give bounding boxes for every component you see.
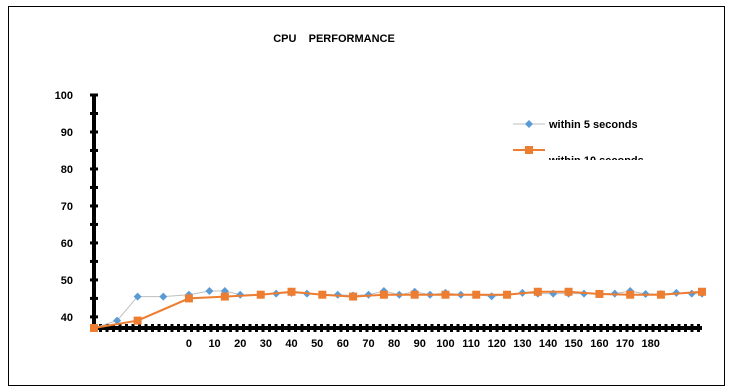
data-point-within-10-seconds <box>287 287 296 296</box>
data-point-within-10-seconds <box>626 290 635 299</box>
data-point-within-10-seconds <box>564 287 573 296</box>
x-tick-label: 180 <box>642 338 660 350</box>
data-point-within-5-seconds <box>159 292 168 301</box>
chart-area: CPU PERFORMANCE 40 50 60 70 80 90 100 0 10 20 30 4… <box>8 6 725 386</box>
x-tick-labels: 0 10 20 30 40 50 60 70 80 90 100 110 120 130 140 150 160… <box>186 338 660 350</box>
y-tick-label: 50 <box>61 275 73 287</box>
data-point-within-10-seconds <box>410 290 419 299</box>
data-point-within-10-seconds <box>472 290 481 299</box>
data-point-within-5-seconds <box>113 316 122 325</box>
x-tick-label: 40 <box>285 338 297 350</box>
x-tick-label: 70 <box>362 338 374 350</box>
x-tick-label: 130 <box>513 338 531 350</box>
x-tick-label: 60 <box>337 338 349 350</box>
data-point-within-10-seconds <box>698 287 706 296</box>
y-tick-labels: 40 50 60 70 80 90 100 <box>55 90 73 324</box>
x-tick-label: 80 <box>388 338 400 350</box>
data-point-within-10-seconds <box>379 290 388 299</box>
x-tick-label: 160 <box>590 338 608 350</box>
data-point-within-10-seconds <box>184 294 193 303</box>
x-tick-label: 140 <box>539 338 557 350</box>
x-tick-label: 110 <box>462 338 480 350</box>
x-tick-label: 120 <box>488 338 506 350</box>
x-tick-label: 50 <box>311 338 323 350</box>
x-tick-label: 100 <box>436 338 454 350</box>
data-point-within-10-seconds <box>349 292 358 301</box>
y-tick-label: 40 <box>61 312 73 324</box>
data-point-within-10-seconds <box>503 290 512 299</box>
x-tick-label: 150 <box>565 338 583 350</box>
chart-title: CPU PERFORMANCE <box>273 33 395 45</box>
cpu-performance-chart: CPU PERFORMANCE 40 50 60 70 80 90 100 0 10 20 30 4… <box>55 33 706 350</box>
y-tick-marks <box>90 93 98 319</box>
legend-marker-within-5-seconds <box>525 120 533 128</box>
x-tick-marks <box>92 324 700 332</box>
y-tick-label: 100 <box>55 90 73 102</box>
legend: within 5 seconds within 10 seconds <box>513 119 644 167</box>
y-tick-label: 60 <box>61 238 73 250</box>
legend-label-within-5-seconds: within 5 seconds <box>548 119 638 131</box>
data-point-within-10-seconds <box>256 290 265 299</box>
data-point-within-5-seconds <box>205 287 214 296</box>
data-point-within-10-seconds <box>133 316 142 325</box>
y-tick-label: 90 <box>61 127 73 139</box>
x-tick-label: 30 <box>260 338 272 350</box>
x-tick-label: 170 <box>616 338 634 350</box>
x-tick-label: 10 <box>208 338 220 350</box>
data-point-within-10-seconds <box>595 289 604 298</box>
x-tick-label: 0 <box>186 338 192 350</box>
data-point-within-10-seconds <box>220 292 229 301</box>
y-tick-label: 80 <box>61 164 73 176</box>
legend-label-within-10-seconds: within 10 seconds <box>548 155 644 167</box>
data-point-within-10-seconds <box>533 287 542 296</box>
y-tick-label: 70 <box>61 201 73 213</box>
x-tick-label: 90 <box>414 338 426 350</box>
data-point-within-10-seconds <box>90 324 98 332</box>
legend-marker-within-10-seconds <box>525 146 533 154</box>
x-tick-label: 20 <box>234 338 246 350</box>
data-point-within-10-seconds <box>656 290 665 299</box>
data-point-within-5-seconds <box>487 292 496 301</box>
data-point-within-10-seconds <box>318 290 327 299</box>
data-point-within-5-seconds <box>133 292 142 301</box>
data-point-within-10-seconds <box>441 290 450 299</box>
series-layer <box>90 287 706 332</box>
